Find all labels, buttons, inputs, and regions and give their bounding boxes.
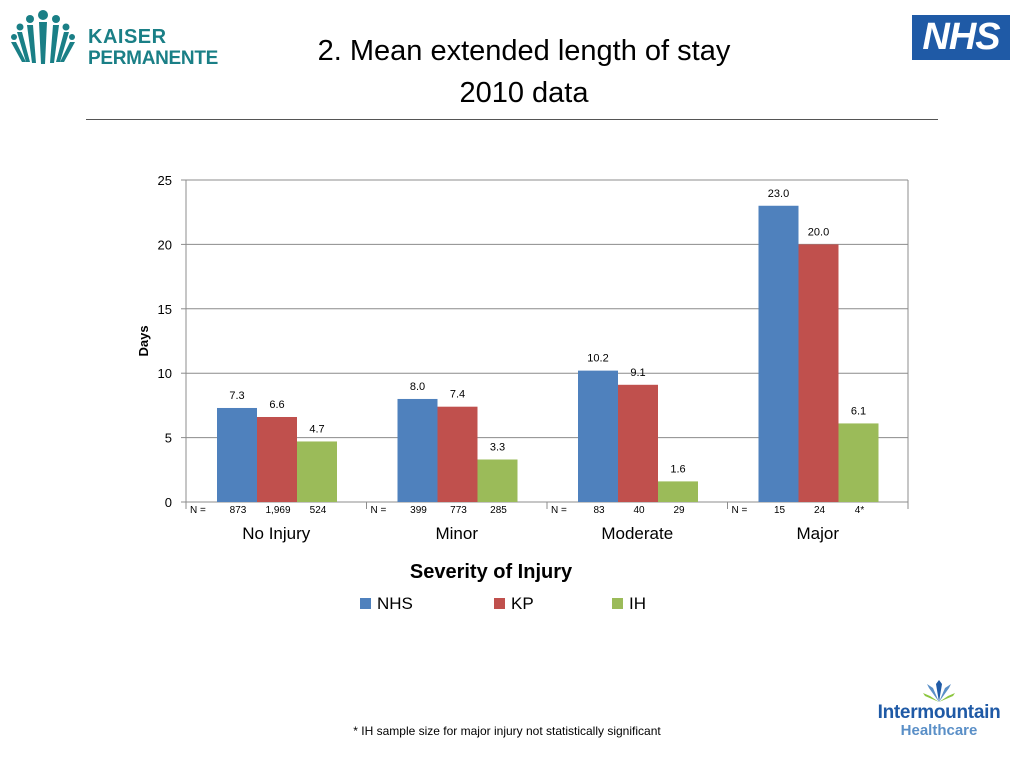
data-label: 1.6 (670, 463, 685, 475)
category-label: Minor (435, 524, 478, 543)
data-label: 3.3 (490, 441, 505, 453)
bar-ih (658, 481, 698, 502)
bar-ih (838, 423, 879, 502)
legend-label: KP (511, 594, 534, 613)
data-label: 6.1 (851, 405, 866, 417)
title-divider (86, 119, 938, 120)
legend-swatch-nhs (360, 598, 371, 609)
y-tick-label: 20 (158, 237, 172, 252)
footnote: * IH sample size for major injury not st… (353, 724, 661, 738)
kaiser-permanente-logo: KAISER PERMANENTE (8, 8, 219, 69)
n-value: 1,969 (265, 505, 290, 516)
bar-ih (297, 441, 337, 502)
y-tick-label: 0 (165, 495, 172, 510)
kp-logo-line1: KAISER (88, 26, 167, 48)
intermountain-logo: Intermountain Healthcare (864, 680, 1014, 740)
data-label: 10.2 (587, 353, 608, 365)
n-prefix: N = (551, 505, 567, 516)
n-value: 524 (310, 505, 327, 516)
data-label: 7.4 (450, 389, 465, 401)
category-label: Moderate (601, 524, 673, 543)
ih-logo-line2: Healthcare (900, 722, 978, 739)
n-value: 399 (410, 505, 427, 516)
bar-nhs (578, 370, 618, 502)
y-tick-label: 25 (158, 173, 172, 188)
bar-ih (477, 459, 518, 502)
category-label: No Injury (242, 524, 311, 543)
legend-swatch-kp (494, 598, 505, 609)
ih-logo-line1: Intermountain (877, 702, 1001, 723)
n-value: 29 (673, 505, 685, 516)
n-value: 773 (450, 505, 467, 516)
y-tick-label: 10 (158, 366, 172, 381)
n-value: 285 (490, 505, 507, 516)
bar-kp (257, 416, 297, 502)
bar-kp (618, 384, 658, 502)
page-title: 2. Mean extended length of stay 2010 dat… (240, 30, 808, 114)
kp-people-icon (11, 10, 75, 64)
y-tick-label: 5 (165, 431, 172, 446)
ih-leaf-icon (923, 680, 955, 702)
title-line2: 2010 data (459, 77, 589, 109)
bar-nhs (217, 407, 257, 502)
n-prefix: N = (371, 505, 387, 516)
legend-label: IH (629, 594, 646, 613)
x-axis-title: Severity of Injury (410, 561, 573, 583)
y-tick-label: 15 (158, 302, 172, 317)
n-value: 873 (230, 505, 247, 516)
bar-kp (437, 406, 478, 502)
n-prefix: N = (190, 505, 206, 516)
n-value: 24 (814, 505, 826, 516)
title-line1: 2. Mean extended length of stay (317, 35, 731, 67)
data-label: 4.7 (309, 423, 324, 435)
bar-nhs (758, 205, 799, 502)
data-label: 20.0 (808, 226, 829, 238)
nhs-logo: NHS (912, 15, 1010, 60)
data-label: 6.6 (269, 399, 284, 411)
n-prefix: N = (732, 505, 748, 516)
n-value: 4* (855, 505, 865, 516)
bar-chart: 0 5 10 15 20 25 7.3 8.0 10.2 23.0 6.6 7.4 9.1 20.0 4.7… (136, 173, 909, 613)
legend-label: NHS (377, 594, 413, 613)
data-label: 9.1 (630, 367, 645, 379)
data-label: 7.3 (229, 390, 244, 402)
bar-nhs (397, 398, 438, 502)
kp-logo-line2: PERMANENTE (88, 48, 219, 69)
data-label: 8.0 (410, 381, 425, 393)
bar-kp (798, 244, 839, 502)
n-value: 83 (593, 505, 605, 516)
category-label: Major (796, 524, 839, 543)
legend-swatch-ih (612, 598, 623, 609)
y-axis-title: Days (136, 325, 151, 356)
data-label: 23.0 (768, 188, 789, 200)
n-value: 40 (633, 505, 645, 516)
n-value: 15 (774, 505, 786, 516)
